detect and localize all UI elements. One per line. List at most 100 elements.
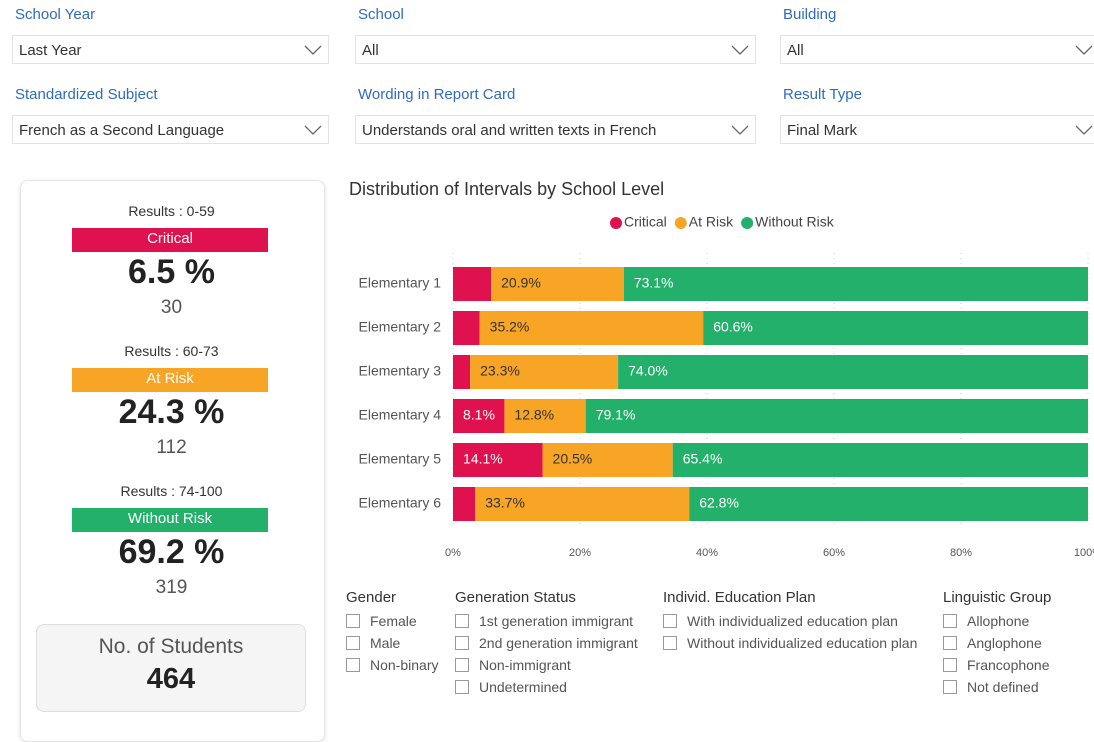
checkbox[interactable]: [346, 658, 360, 672]
bar-segment: [453, 355, 471, 389]
value-label: 73.1%: [634, 275, 674, 291]
checkbox-option[interactable]: 2nd generation immigrant: [455, 635, 638, 651]
value-label: 65.4%: [683, 451, 723, 467]
x-tick-label: 40%: [696, 547, 718, 559]
option-label: 1st generation immigrant: [479, 613, 634, 629]
bar-segment: [475, 487, 690, 521]
x-tick-label: 100%: [1074, 547, 1094, 559]
checkbox[interactable]: [943, 680, 957, 694]
checkbox-option[interactable]: Non-binary: [346, 657, 438, 673]
legend-swatch: [741, 217, 754, 229]
count: 319: [155, 577, 188, 598]
bar-segment: [453, 267, 492, 301]
checkbox-option[interactable]: Not defined: [943, 679, 1039, 695]
x-tick-label: 0%: [445, 547, 461, 559]
option-label: Francophone: [967, 657, 1050, 673]
bar-segment: [453, 487, 476, 521]
students-label: No. of Students: [98, 635, 244, 658]
y-tick-label: Elementary 5: [359, 451, 442, 467]
legend-swatch: [674, 217, 687, 229]
checkbox[interactable]: [455, 658, 469, 672]
checkbox-option[interactable]: 1st generation immigrant: [455, 613, 633, 629]
bar-segment: [703, 311, 1088, 345]
bar-segment: [470, 355, 619, 389]
checkbox[interactable]: [663, 614, 677, 628]
checkbox-option[interactable]: Allophone: [943, 613, 1029, 629]
option-label: 2nd generation immigrant: [479, 635, 638, 651]
bar-segment: [453, 311, 480, 345]
option-label: Male: [370, 635, 401, 651]
chevron: [731, 45, 749, 55]
value-label: 79.1%: [596, 407, 636, 423]
checkbox[interactable]: [663, 636, 677, 650]
checkbox-option[interactable]: Without individualized education plan: [663, 635, 917, 651]
value-label: 35.2%: [490, 319, 530, 335]
result-range: Results : 74-100: [120, 483, 223, 499]
value-label: 8.1%: [463, 407, 495, 423]
bar-segment: [585, 399, 1088, 433]
filter-label: School: [358, 6, 404, 23]
x-tick-label: 60%: [823, 547, 845, 559]
page: { "filters": [ {"label": "School Year", …: [12, 6, 1094, 742]
checkbox-option[interactable]: Male: [346, 635, 400, 651]
group-title: Individ. Education Plan: [663, 589, 816, 606]
chart: Distribution of Intervals by School Leve…: [349, 179, 1094, 559]
chart-title: Distribution of Intervals by School Leve…: [349, 179, 664, 199]
filter-label: School Year: [15, 6, 96, 23]
bar-segment: [504, 399, 586, 433]
checkbox[interactable]: [455, 636, 469, 650]
students-value: 464: [146, 663, 196, 695]
checkbox-option[interactable]: Female: [346, 613, 417, 629]
value-label: 12.8%: [514, 407, 554, 423]
status-pill: Without Risk: [72, 508, 268, 532]
checkbox[interactable]: [455, 614, 469, 628]
group-title: Gender: [346, 589, 397, 606]
checkbox[interactable]: [346, 614, 360, 628]
checkbox-option[interactable]: Anglophone: [943, 635, 1042, 651]
chevron: [1075, 125, 1093, 135]
group-title: Generation Status: [455, 589, 576, 606]
value-label: 23.3%: [480, 363, 520, 379]
option-label: Not defined: [967, 679, 1039, 695]
checkbox[interactable]: [455, 680, 469, 694]
y-tick-label: Elementary 1: [359, 275, 442, 291]
option-label: Allophone: [967, 613, 1030, 629]
option-label: Female: [370, 613, 417, 629]
dropdown[interactable]: Last Year: [12, 35, 329, 64]
bar-segment: [689, 487, 1088, 521]
result-range: Results : 60-73: [124, 343, 219, 359]
count: 112: [156, 437, 187, 458]
students-box: No. of Students 464: [36, 624, 306, 712]
checkbox[interactable]: [943, 636, 957, 650]
value-label: 62.8%: [699, 495, 739, 511]
result-range: Results : 0-59: [128, 203, 215, 219]
dropdown[interactable]: French as a Second Language: [12, 115, 329, 144]
dropdown[interactable]: All: [355, 35, 756, 64]
dropdown[interactable]: All: [780, 35, 1094, 64]
filter-label: Result Type: [783, 86, 862, 103]
percent: 69.2 %: [118, 533, 225, 571]
option-label: Anglophone: [967, 635, 1042, 651]
checkbox-option[interactable]: Francophone: [943, 657, 1050, 673]
dropdown[interactable]: Final Mark: [780, 115, 1094, 144]
checkbox[interactable]: [346, 636, 360, 650]
percent: 24.3 %: [118, 393, 225, 431]
checkbox[interactable]: [943, 614, 957, 628]
filter-label: Wording in Report Card: [358, 86, 516, 103]
status-pill: Critical: [72, 228, 268, 252]
bar-segment: [491, 267, 624, 301]
option-label: Without individualized education plan: [687, 635, 918, 651]
bar-segment: [453, 399, 505, 433]
checkbox[interactable]: [943, 658, 957, 672]
legend-label: At Risk: [689, 214, 734, 230]
chevron: [304, 45, 322, 55]
percent: 6.5 %: [128, 253, 215, 291]
dropdown[interactable]: Understands oral and written texts in Fr…: [355, 115, 756, 144]
value-label: 60.6%: [713, 319, 753, 335]
value-label: 20.5%: [553, 451, 593, 467]
checkbox-option[interactable]: Non-immigrant: [455, 657, 571, 673]
checkbox-option[interactable]: Undetermined: [455, 679, 567, 695]
checkbox-option[interactable]: With individualized education plan: [663, 613, 898, 629]
legend-label: Without Risk: [755, 214, 835, 230]
legend-label: Critical: [624, 214, 667, 230]
